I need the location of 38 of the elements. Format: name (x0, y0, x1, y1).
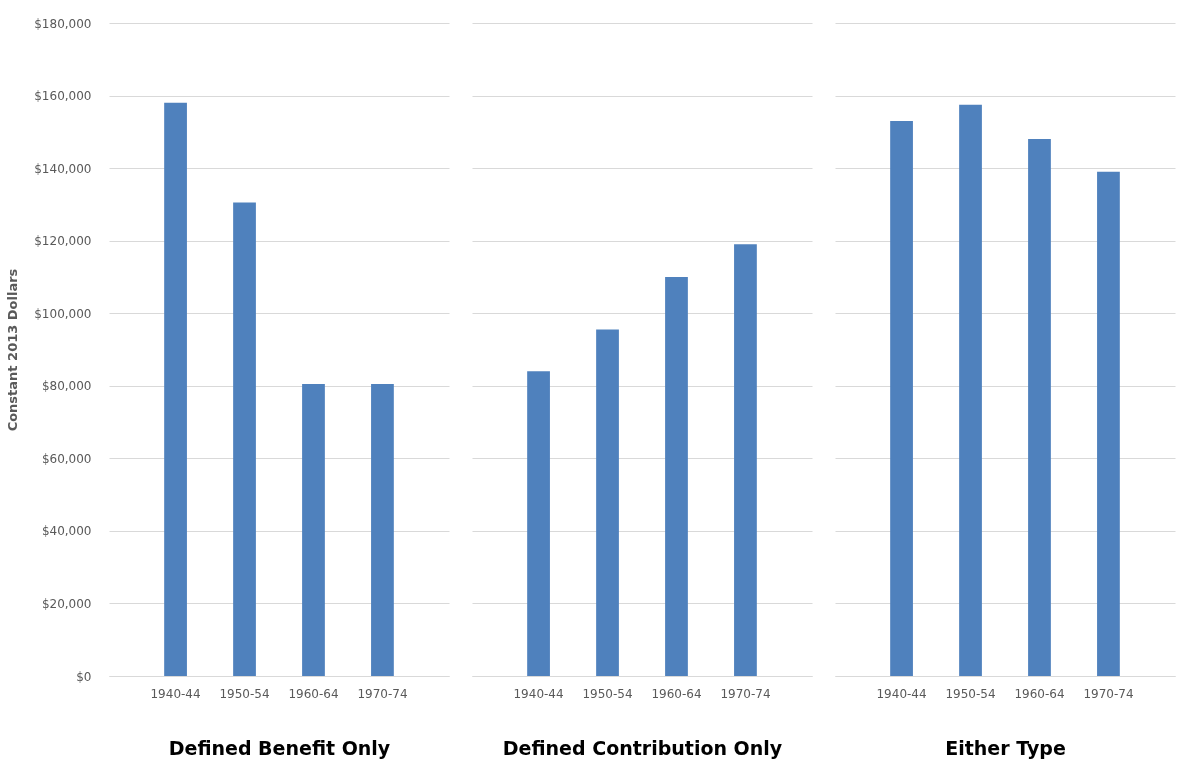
x-tick-label: 1970-74 (357, 686, 408, 701)
bar (1097, 171, 1120, 676)
y-axis-title: Constant 2013 Dollars (5, 268, 21, 432)
y-tick-label: $80,000 (41, 379, 92, 394)
bar (527, 371, 550, 676)
y-tick-label: $60,000 (41, 451, 92, 466)
y-tick-label: $20,000 (41, 596, 92, 611)
bar (233, 202, 256, 676)
y-tick-label: $140,000 (34, 161, 92, 176)
bar (302, 383, 325, 676)
bar (1028, 139, 1051, 676)
bar (371, 383, 394, 676)
y-tick-label: $160,000 (34, 89, 92, 104)
x-tick-label: 1950-54 (582, 686, 633, 701)
x-tick-label: 1940-44 (876, 686, 927, 701)
bar (596, 329, 619, 676)
x-tick-label: 1960-64 (1014, 686, 1065, 701)
x-axis-title: Either Type (945, 736, 1066, 759)
x-tick-label: 1940-44 (150, 686, 201, 701)
x-tick-label: 1950-54 (219, 686, 270, 701)
bar (164, 102, 187, 676)
bar (890, 120, 913, 676)
x-tick-label: 1940-44 (513, 686, 564, 701)
y-tick-label: $40,000 (41, 524, 92, 539)
y-tick-label: $100,000 (34, 306, 92, 321)
y-tick-label: $180,000 (34, 16, 92, 31)
x-tick-label: 1970-74 (720, 686, 771, 701)
x-axis-title: Defined Benefit Only (168, 736, 391, 759)
bar (665, 276, 688, 676)
x-tick-label: 1970-74 (1083, 686, 1134, 701)
x-axis-title: Defined Contribution Only (502, 736, 783, 759)
y-tick-label: $120,000 (34, 234, 92, 249)
bar (959, 104, 982, 676)
x-tick-label: 1950-54 (945, 686, 996, 701)
x-tick-label: 1960-64 (288, 686, 339, 701)
x-tick-label: 1960-64 (651, 686, 702, 701)
y-tick-label: $0 (76, 669, 92, 684)
bar (734, 244, 757, 676)
